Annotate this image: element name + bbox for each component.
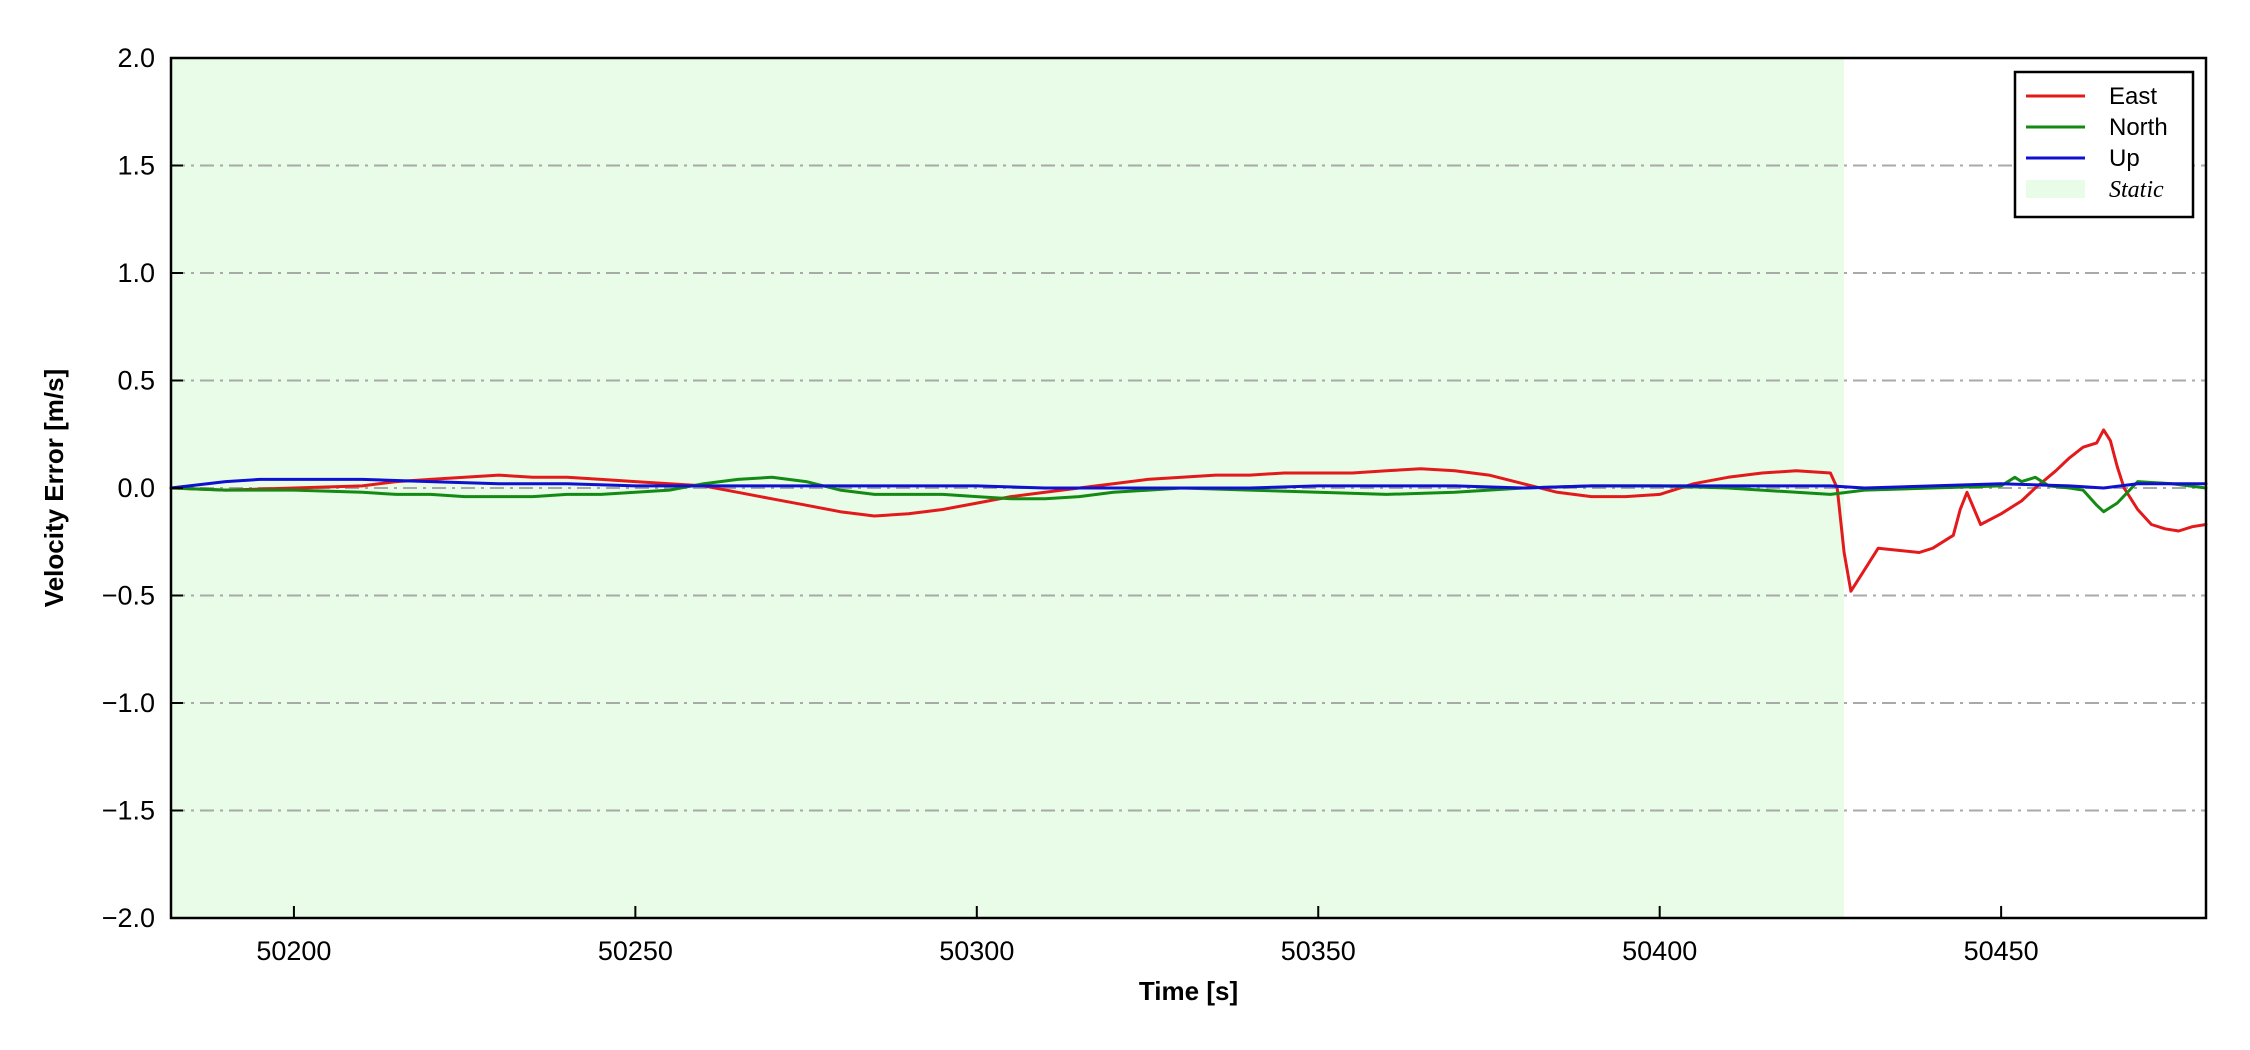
grid-layer xyxy=(171,164,2206,812)
x-tick-label: 50350 xyxy=(1281,936,1356,966)
y-tick-label: 1.0 xyxy=(117,258,155,288)
y-axis-title: Velocity Error [m/s] xyxy=(39,369,69,607)
y-tick-label: 2.0 xyxy=(117,43,155,73)
series-layer xyxy=(169,428,2208,593)
y-tick-label: −1.5 xyxy=(102,796,155,826)
legend-items: East North Up Static xyxy=(2026,83,2168,203)
series-line-north xyxy=(169,475,2208,514)
series-line-up xyxy=(169,477,2208,490)
y-tick-label: 1.5 xyxy=(117,151,155,181)
y-tick-label: 0.0 xyxy=(117,473,155,503)
y-tick-label: −2.0 xyxy=(102,903,155,933)
y-tick-label: −1.0 xyxy=(102,688,155,718)
legend: East North Up Static xyxy=(2013,70,2195,219)
x-axis-title: Time [s] xyxy=(1139,976,1238,1006)
legend-swatch-static xyxy=(2026,180,2085,198)
y-tick-label: 0.5 xyxy=(117,366,155,396)
y-tick-label: −0.5 xyxy=(102,581,155,611)
tick-layer xyxy=(171,57,2003,919)
legend-label-north: North xyxy=(2109,114,2168,141)
tick-label-layer: 2.0 1.5 1.0 0.5 0.0 −0.5 −1.0 −1.5 −2.0 50200 5025… xyxy=(102,43,2039,966)
x-tick-label: 50300 xyxy=(939,936,1014,966)
legend-label-static: Static xyxy=(2109,177,2164,203)
x-tick-label: 50200 xyxy=(256,936,331,966)
x-tick-label: 50450 xyxy=(1964,936,2039,966)
x-tick-label: 50250 xyxy=(598,936,673,966)
legend-label-east: East xyxy=(2109,83,2157,110)
x-tick-label: 50400 xyxy=(1622,936,1697,966)
legend-label-up: Up xyxy=(2109,145,2140,172)
